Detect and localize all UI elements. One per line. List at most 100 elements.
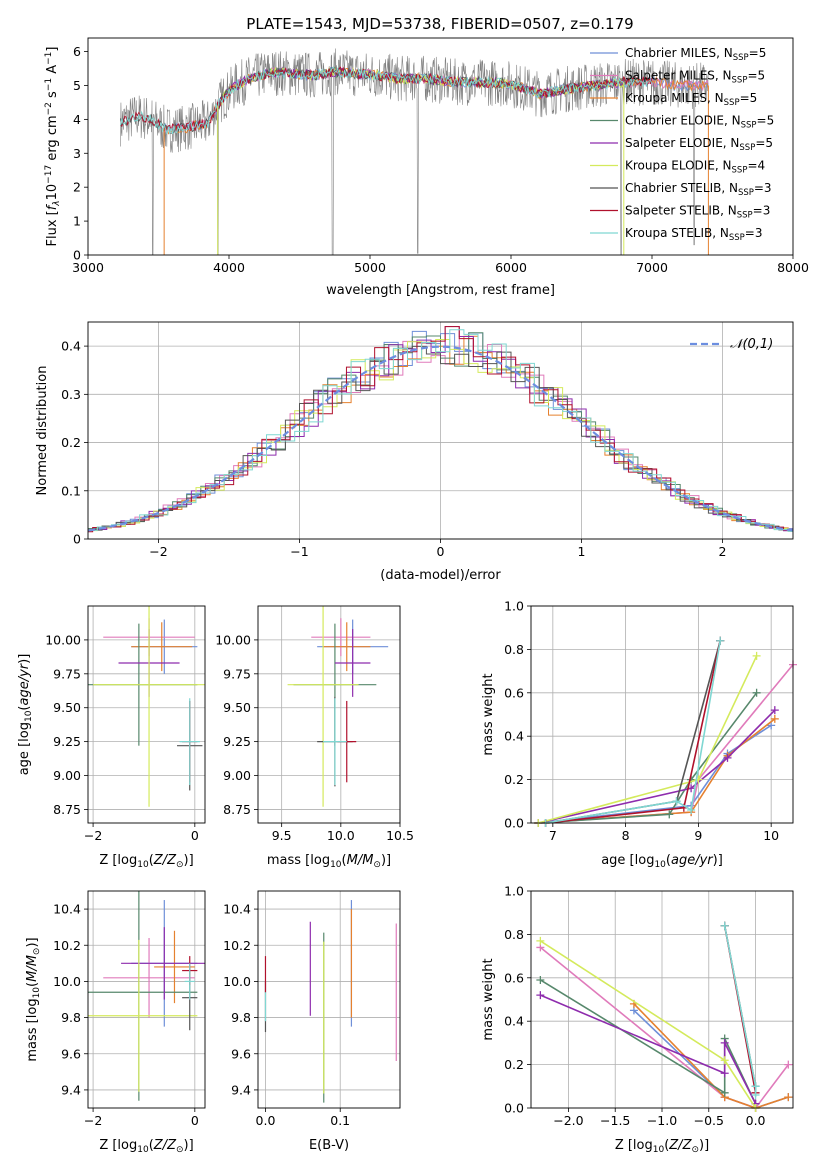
x-tick-label: 10 [763,828,779,843]
y-tick-label: 9.8 [231,1010,251,1025]
x-tick-label: 4000 [213,260,245,275]
weight-line-kroupa-miles [538,718,776,823]
label-part: )] [17,654,32,664]
label-part: 10 [654,860,666,870]
x-axis-label: Z [log10(Z/Z⊙)] [615,1138,709,1155]
figure-title: PLATE=1543, MJD=53738, FIBERID=0507, z=0… [246,15,633,33]
y-tick-label: 3 [73,146,81,161]
label-part: ( [17,706,32,711]
label-part: 10 [45,184,60,201]
x-tick-label: 1 [578,544,586,559]
legend-entry: Chabrier ELODIE, NSSP=5 [625,114,774,131]
y-tick-label: 10.00 [215,632,251,647]
label-part: Z/Z [153,1138,177,1153]
label-part: SSP [732,76,748,86]
y-tick-label: 1.0 [504,599,524,614]
y-tick-label: 4 [73,112,81,127]
weight-marker [723,753,732,762]
y-axis-label: Flux [fλ10−17 erg cm−2 s−1 A−1] [44,47,62,247]
weight-marker [770,706,779,715]
y-tick-label: 10.00 [45,632,81,647]
y-axis-label: age [log10(age/yr)] [17,654,34,776]
y-tick-label: 9.00 [223,768,251,783]
x-tick-label: −2 [149,544,167,559]
x-tick-label: 0.0 [746,1113,766,1128]
label-part: age [log [17,722,32,775]
label-part: =5 [740,91,758,105]
x-tick-label: 8000 [777,260,809,275]
label-part: A [45,65,60,78]
model-spectrum-kroupa-stelib [119,66,653,135]
label-part: Salpeter STELIB, N [625,204,737,218]
y-tick-label: 0.2 [61,435,81,450]
x-tick-label: −1.0 [647,1113,677,1128]
label-part: 10 [24,710,34,722]
x-tick-label: 8 [622,828,630,843]
label-part: =3 [753,204,771,218]
x-tick-label: 0.0 [256,1113,276,1128]
label-part: s [45,91,60,102]
weight-marker [536,936,545,945]
label-part: SSP [724,98,740,108]
label-part: SSP [739,143,755,153]
x-tick-label: −1 [290,544,308,559]
label-part: −2 [44,102,54,115]
label-part: 10 [137,860,149,870]
y-tick-label: 10.4 [223,902,251,917]
y-tick-label: 0.0 [504,1101,524,1116]
label-part: )] [184,853,194,868]
label-part: ⊙ [691,1145,699,1155]
weight-marker [687,805,696,814]
residuals-panel: −2 −1 0 1 2 0 0.1 0.2 0.3 0.4 𝒩(0,1) (data-model)/e… [35,321,794,583]
legend-entry: Salpeter STELIB, NSSP=3 [625,204,770,221]
label-part: )] [699,1138,709,1153]
histogram-salpeter-stelib [88,326,793,533]
label-part: =3 [754,181,772,195]
weight-line-chabrier-miles [538,724,772,823]
label-part: −1 [44,78,54,91]
label-part: SSP [738,188,754,198]
label-part: λ [52,200,62,206]
weight-marker [751,1090,760,1099]
label-part: ( [25,982,40,987]
label-part: Normed distribution [35,366,50,496]
label-part: ] [45,47,60,52]
y-tick-label: 9.4 [61,1082,81,1097]
model-spectrum-salpeter-stelib [120,66,653,133]
y-tick-label: 0.8 [504,642,524,657]
y-tick-label: 9.50 [53,700,81,715]
weight-line-salpeter-elodie [538,709,776,823]
label-part: SSP [741,121,757,131]
weight-marker [665,810,674,819]
y-tick-label: 0.8 [504,927,524,942]
label-part: SSP [737,211,753,221]
weight-line-kroupa-stelib [545,640,722,823]
label-part: ⊙ [373,860,381,870]
x-axis-label: Z [log10(Z/Z⊙)] [99,853,193,870]
label-part: 10 [137,1145,149,1155]
label-part: ( [664,1138,669,1153]
y-tick-label: 2 [73,180,81,195]
label-part: Chabrier STELIB, N [625,181,738,195]
label-part: Z [log [99,853,137,868]
y-tick-label: 0.6 [504,685,524,700]
label-part: Kroupa STELIB, N [625,226,729,240]
y-tick-label: 10.0 [223,974,251,989]
y-tick-label: 10.2 [223,938,251,953]
y-tick-label: 0.4 [504,1014,524,1029]
x-tick-label: 6000 [495,260,527,275]
y-tick-label: 0.6 [504,970,524,985]
histogram-kroupa-stelib [88,329,793,532]
axes-frame [530,890,794,1109]
x-tick-label: 0 [437,544,445,559]
label-part: Chabrier ELODIE, N [625,114,741,128]
axes-frame [87,605,206,824]
legend-entry: Kroupa ELODIE, NSSP=4 [625,159,765,176]
label-part: Salpeter MILES, N [625,69,732,83]
legend-entry: Kroupa MILES, NSSP=5 [625,91,757,108]
axes-frame [87,37,794,256]
x-tick-label: 0 [191,828,199,843]
weight-line-salpeter-miles [539,946,789,1108]
